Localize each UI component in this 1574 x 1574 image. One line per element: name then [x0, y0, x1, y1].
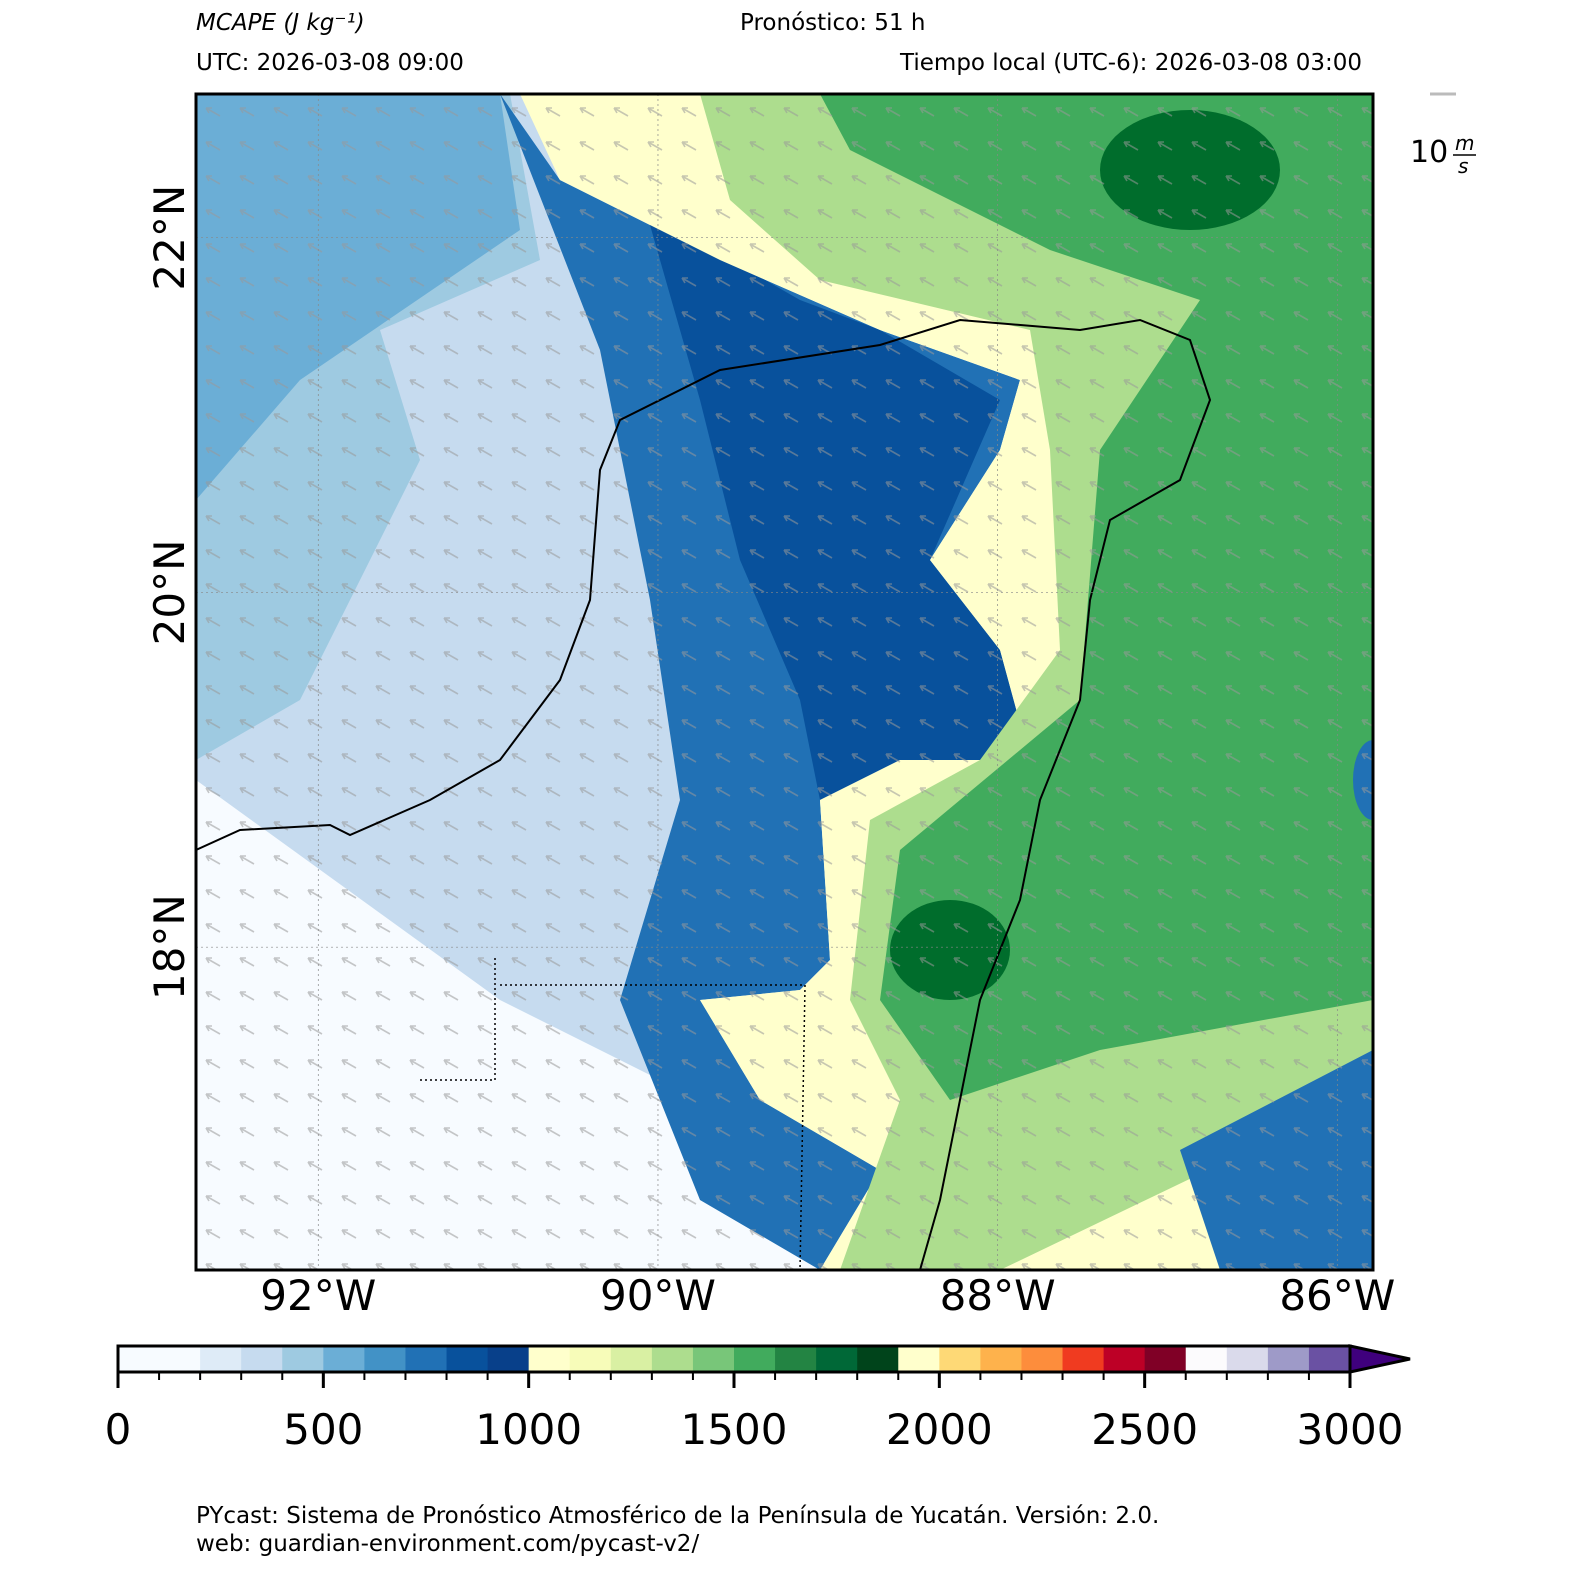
colorbar-bin [282, 1346, 324, 1372]
colorbar-bin [528, 1346, 571, 1372]
lat-label: 18°N [145, 894, 194, 1000]
colorbar-tick-label: 0 [105, 1405, 132, 1454]
colorbar-bin [487, 1346, 530, 1372]
lon-label: 86°W [1279, 1271, 1395, 1320]
colorbar-bin [1308, 1346, 1351, 1372]
colorbar-tick-label: 3000 [1297, 1405, 1404, 1454]
colorbar-bin [1103, 1346, 1146, 1372]
colorbar-extend [1348, 1344, 1411, 1374]
local-time: Tiempo local (UTC-6): 2026-03-08 03:00 [899, 50, 1362, 76]
colorbar: 0 500 1000 1500 2000 2500 3000 [105, 1344, 1411, 1454]
colorbar-bin [857, 1346, 899, 1372]
colorbar-bin [816, 1346, 858, 1372]
title: MCAPE (J kg⁻¹) [196, 10, 365, 36]
colorbar-bin [610, 1346, 653, 1372]
quiver-key-unit: m [1455, 131, 1474, 155]
colorbar-bin [405, 1346, 448, 1372]
colorbar-tick-label: 1500 [681, 1405, 788, 1454]
colorbar-bin [1062, 1346, 1105, 1372]
forecast: Pronóstico: 51 h [740, 10, 925, 36]
colorbar-tick-label: 500 [283, 1405, 363, 1454]
colorbar-tick-label: 2500 [1091, 1405, 1198, 1454]
colorbar-bin [651, 1346, 694, 1372]
footer-line: web: guardian-environment.com/pycast-v2/ [196, 1531, 699, 1557]
map-frame [194, 92, 1375, 1272]
colorbar-bin [200, 1346, 242, 1372]
colorbar-bin [1267, 1346, 1310, 1372]
colorbar-bin [446, 1346, 489, 1372]
colorbar-bin [939, 1346, 981, 1372]
utc-time: UTC: 2026-03-08 09:00 [196, 50, 464, 76]
graticule [196, 94, 1373, 1270]
colorbar-tick-label: 1000 [475, 1405, 582, 1454]
colorbar-bin [1144, 1346, 1187, 1372]
lon-label: 88°W [940, 1271, 1056, 1320]
colorbar-bin [323, 1346, 365, 1372]
lat-label: 20°N [145, 539, 194, 645]
quiver-key-unit: s [1458, 154, 1468, 178]
colorbar-bin [775, 1346, 817, 1372]
colorbar-bin [364, 1346, 406, 1372]
colorbar-bin [1021, 1346, 1064, 1372]
colorbar-bin [569, 1346, 612, 1372]
quiver-key-value: 10 [1410, 135, 1448, 170]
footer-line: PYcast: Sistema de Pronóstico Atmosféric… [196, 1503, 1159, 1529]
colorbar-bin [118, 1346, 160, 1372]
map [196, 94, 1373, 1270]
lat-label: 22°N [145, 185, 194, 291]
lon-label: 90°W [600, 1271, 716, 1320]
colorbar-bin [692, 1346, 735, 1372]
colorbar-bin [241, 1346, 283, 1372]
colorbar-bin [980, 1346, 1022, 1372]
colorbar-bin [1226, 1346, 1269, 1372]
colorbar-tick-label: 2000 [886, 1405, 993, 1454]
lon-label: 92°W [260, 1271, 376, 1320]
colorbar-bin [898, 1346, 940, 1372]
colorbar-bin [159, 1346, 201, 1372]
colorbar-bin [734, 1346, 776, 1372]
colorbar-bin [1185, 1346, 1228, 1372]
